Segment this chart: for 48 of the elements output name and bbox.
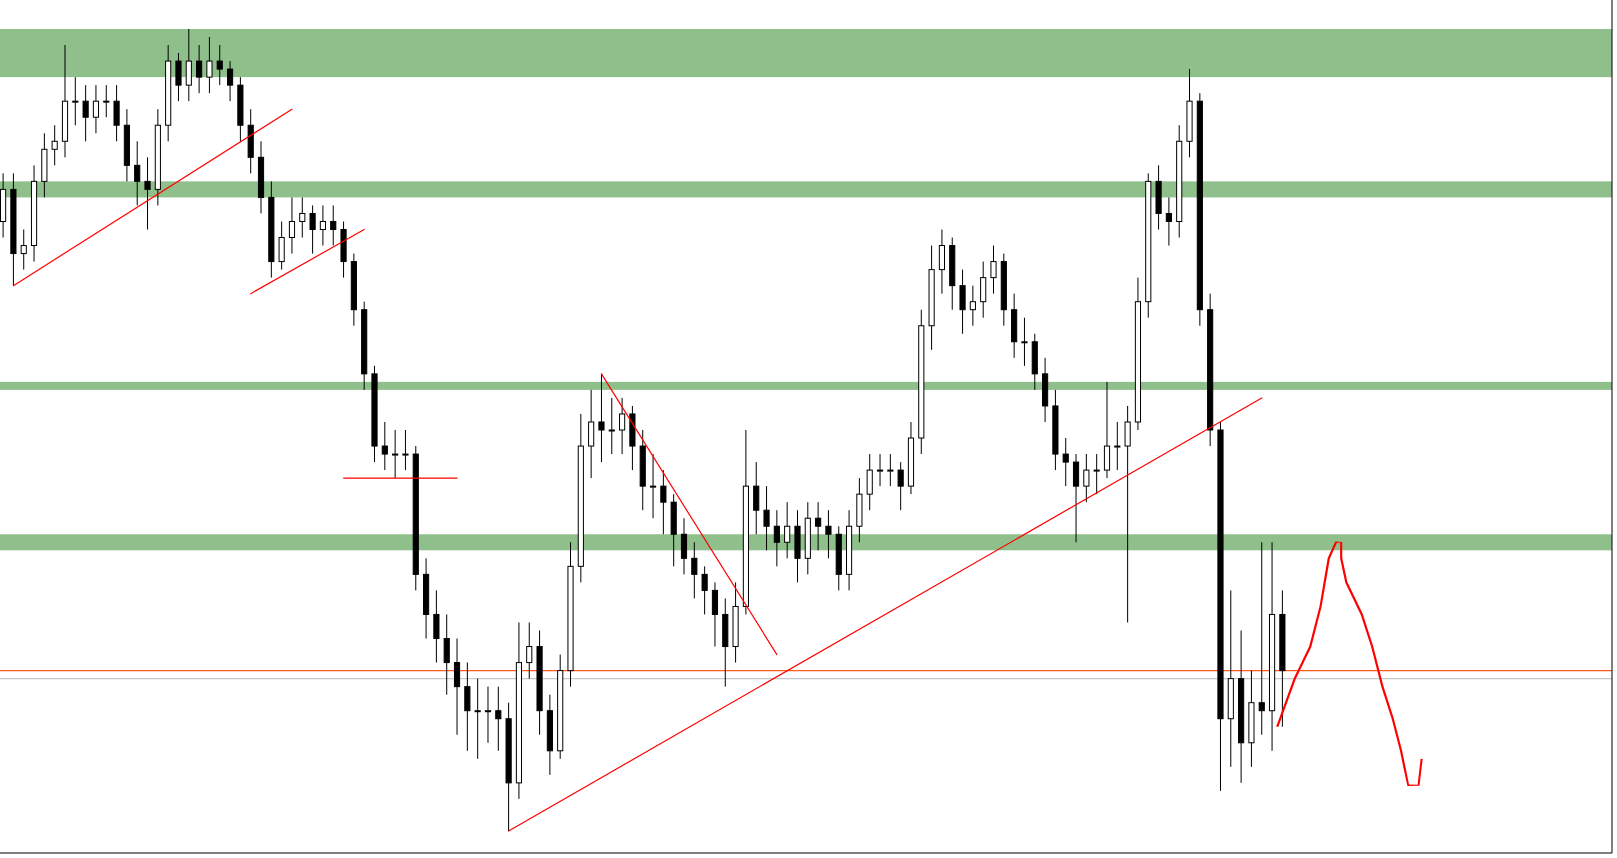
candlestick [20,229,27,271]
candlestick [763,485,770,551]
candlestick [330,204,337,247]
candlestick [773,509,780,567]
candlestick [495,686,502,752]
candlestick [474,678,481,760]
candlestick [319,204,326,247]
candlestick [392,429,399,479]
candlestick [51,124,58,166]
candlestick [206,36,213,94]
candlestick [72,76,79,126]
candlestick [608,397,615,455]
candlestick [103,84,110,118]
candlestick [1093,453,1100,495]
candlestick [381,421,388,471]
candlestick [1165,196,1172,247]
candlestick [649,453,657,519]
candlestick [288,196,296,255]
candlestick [660,469,667,535]
candlestick [226,60,234,102]
candlestick [309,204,316,255]
candlestick [887,453,894,487]
candlestick [876,453,884,487]
candlestick [82,84,89,142]
candlestick [1258,541,1265,736]
candlestick [701,565,708,615]
candlestick [598,373,605,463]
candlestick [1021,317,1028,367]
candlestick [990,245,997,295]
candlestick [92,84,100,134]
candlestick [815,501,822,551]
candlestick [144,156,151,230]
candlestick [784,501,791,559]
candlestick [1114,421,1121,471]
candlestick [526,621,533,680]
candlestick [825,509,832,559]
candlestick [134,140,141,206]
candlestick [619,397,626,455]
candlestick [969,285,976,327]
candlestick [691,541,698,599]
candlestick [299,196,306,239]
candlestick [484,686,492,744]
candlestick [216,44,223,86]
candlestick [196,44,203,94]
candlestick [402,429,409,471]
candlestick [1083,453,1090,503]
candlestick [1062,437,1069,487]
candlestick [897,461,904,511]
